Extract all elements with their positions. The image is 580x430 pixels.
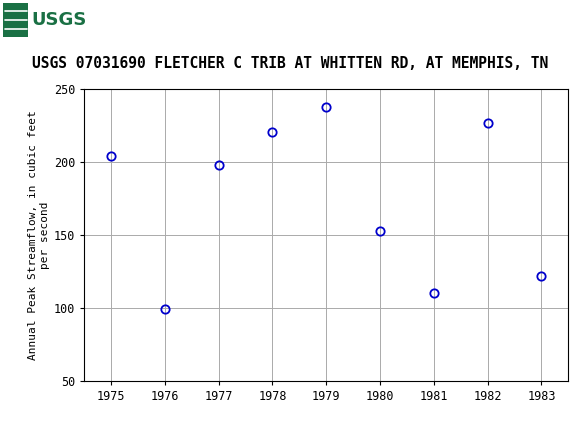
Text: USGS: USGS bbox=[31, 11, 86, 29]
Y-axis label: Annual Peak Streamflow, in cubic feet
per second: Annual Peak Streamflow, in cubic feet pe… bbox=[28, 110, 49, 360]
Bar bbox=[3, 3, 93, 37]
Bar bbox=[3, 3, 28, 37]
Text: USGS 07031690 FLETCHER C TRIB AT WHITTEN RD, AT MEMPHIS, TN: USGS 07031690 FLETCHER C TRIB AT WHITTEN… bbox=[32, 56, 548, 71]
